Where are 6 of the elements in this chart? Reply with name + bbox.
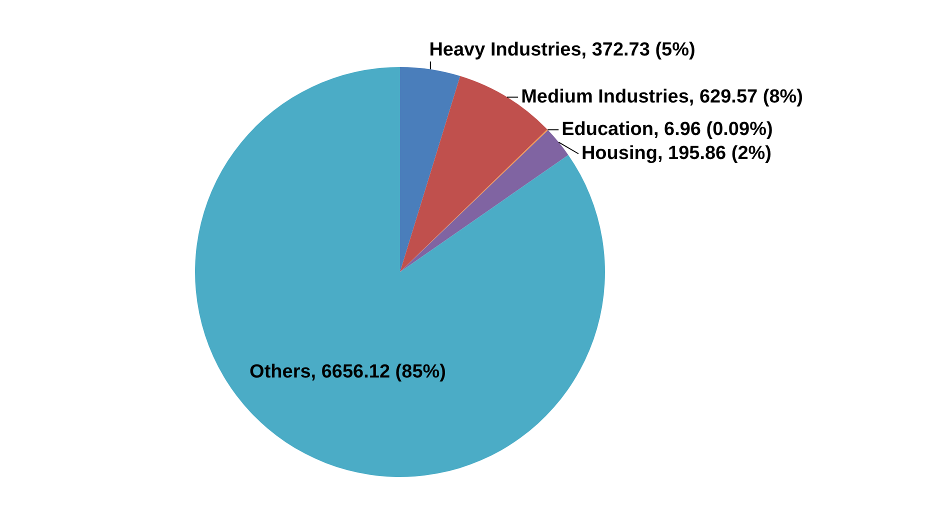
slice-label: Others, 6656.12 (85%) bbox=[250, 361, 446, 382]
slice-label: Medium Industries, 629.57 (8%) bbox=[521, 86, 803, 108]
slice-label: Heavy Industries, 372.73 (5%) bbox=[429, 39, 696, 60]
slice-label: Education, 6.96 (0.09%) bbox=[562, 119, 773, 140]
pie-slice bbox=[400, 67, 460, 272]
slice-label: Housing, 195.86 (2%) bbox=[581, 143, 772, 164]
